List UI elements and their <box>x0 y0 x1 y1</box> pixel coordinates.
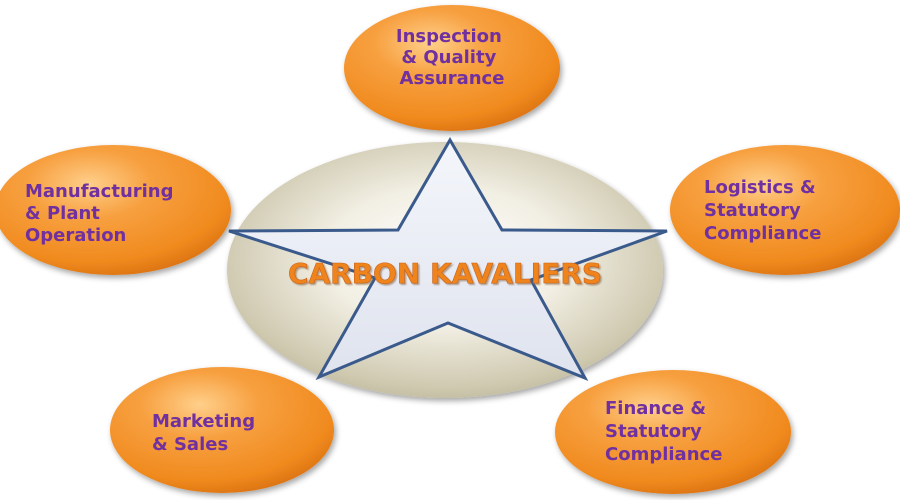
node-manufacturing: Manufacturing & Plant Operation <box>0 145 231 275</box>
node-inspection-line-3: Assurance <box>400 68 505 89</box>
node-logistics-line-3: Compliance <box>704 223 821 244</box>
node-inspection-bubble <box>344 5 560 131</box>
node-inspection-label: Inspection & Quality Assurance <box>396 26 508 89</box>
node-manufacturing-line-1: Manufacturing <box>25 181 174 202</box>
node-manufacturing-line-2: & Plant <box>25 203 100 224</box>
node-logistics-label: Logistics & Statutory Compliance <box>704 177 822 244</box>
center-title: CARBON KAVALIERS <box>288 257 602 290</box>
node-finance-line-1: Finance & <box>605 398 706 419</box>
node-finance-line-2: Statutory <box>605 421 702 442</box>
node-finance-label: Finance & Statutory Compliance <box>605 398 722 465</box>
node-marketing-line-2: & Sales <box>152 434 228 455</box>
node-inspection: Inspection & Quality Assurance <box>344 5 560 131</box>
node-manufacturing-line-3: Operation <box>25 225 126 246</box>
node-finance-bubble <box>555 370 791 494</box>
node-inspection-line-2: & Quality <box>401 47 496 68</box>
node-manufacturing-label: Manufacturing & Plant Operation <box>25 181 180 246</box>
center-star <box>228 137 668 381</box>
node-logistics-line-2: Statutory <box>704 200 801 221</box>
node-marketing: Marketing & Sales <box>110 367 334 493</box>
node-logistics: Logistics & Statutory Compliance <box>670 145 900 275</box>
node-inspection-line-1: Inspection <box>396 26 502 47</box>
node-finance-line-3: Compliance <box>605 444 722 465</box>
node-marketing-label: Marketing & Sales <box>152 411 261 455</box>
node-manufacturing-bubble <box>0 145 231 275</box>
node-logistics-bubble <box>670 145 900 275</box>
node-logistics-line-1: Logistics & <box>704 177 816 198</box>
node-finance: Finance & Statutory Compliance <box>555 370 791 494</box>
node-marketing-bubble <box>110 367 334 493</box>
node-marketing-line-1: Marketing <box>152 411 255 432</box>
